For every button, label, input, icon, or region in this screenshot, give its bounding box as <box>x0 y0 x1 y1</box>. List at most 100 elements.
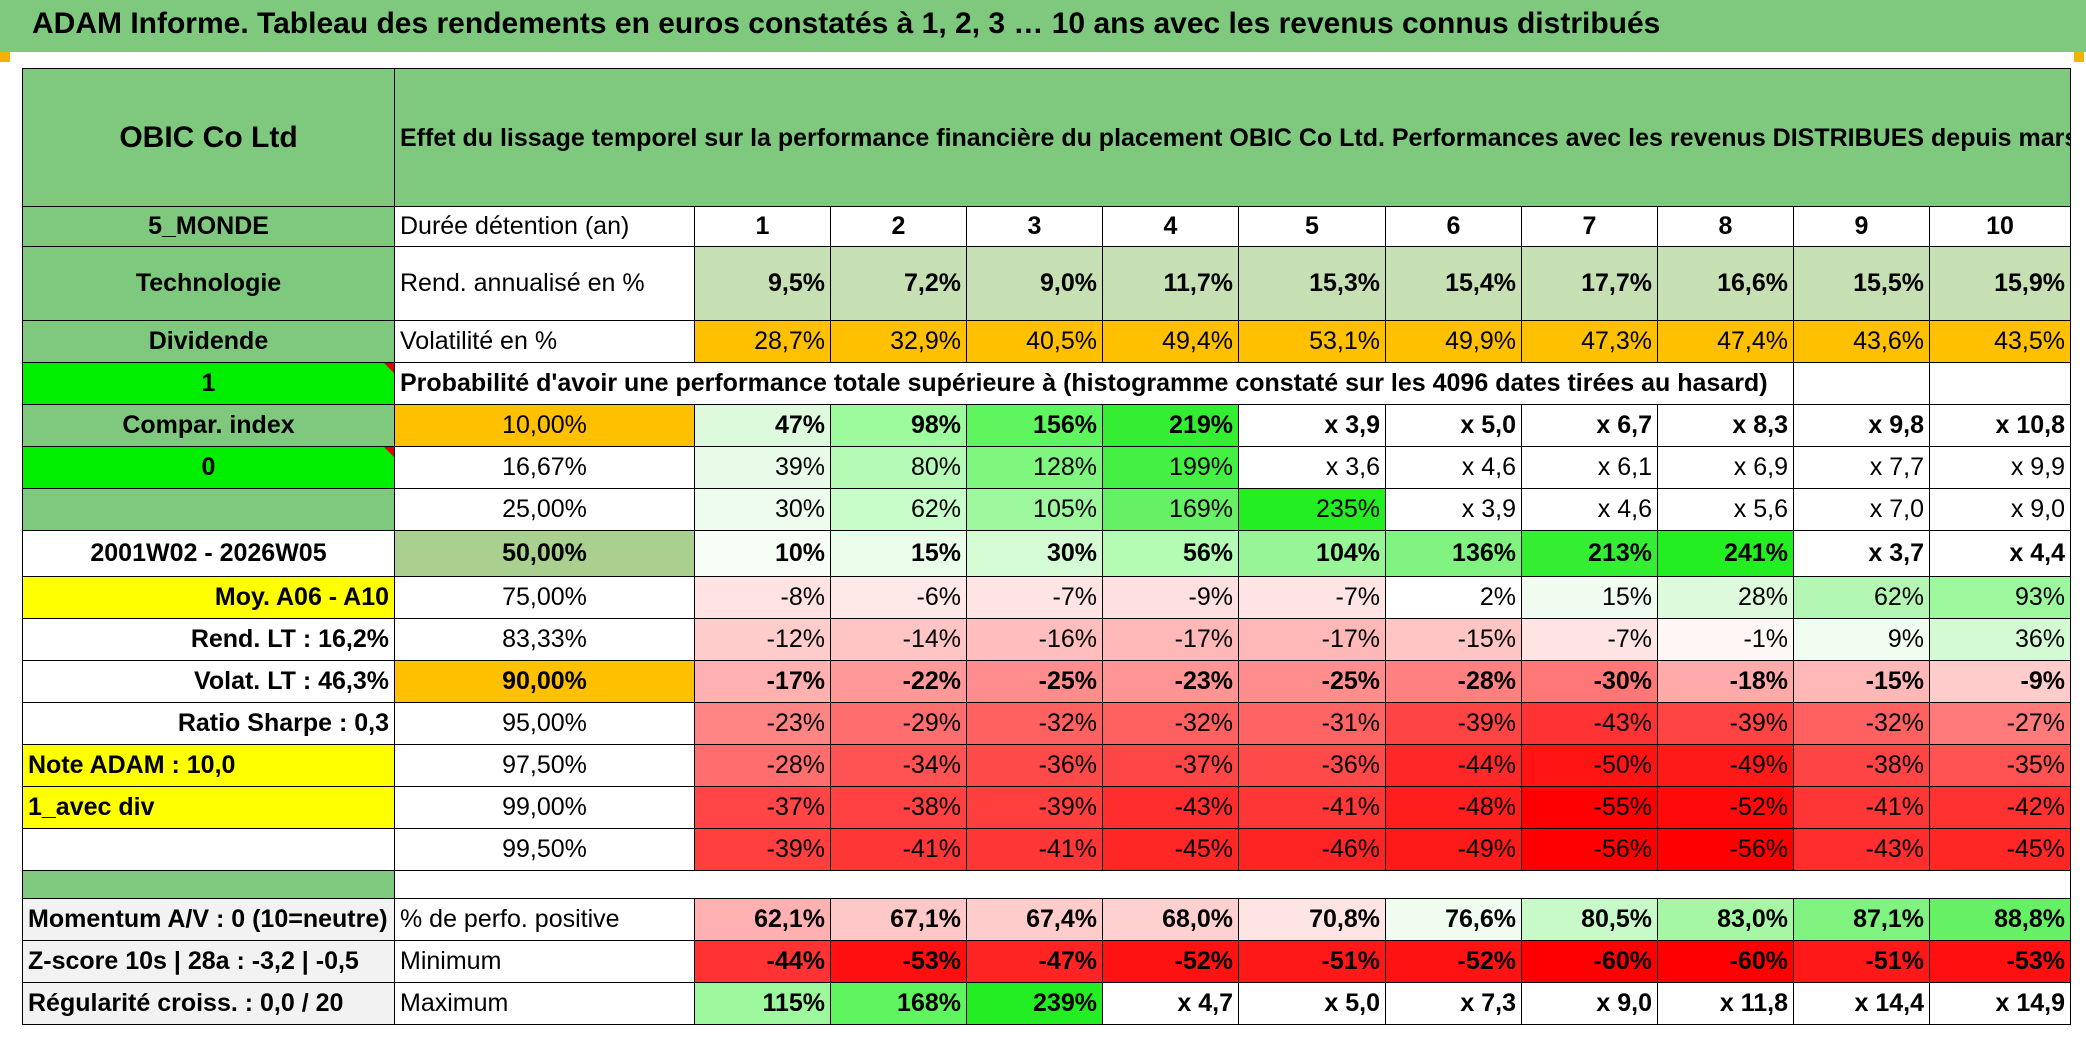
value-cell: -55% <box>1521 786 1658 829</box>
value-cell: -36% <box>966 744 1103 787</box>
value-cell: 169% <box>1102 488 1239 531</box>
vol-row: Dividende Volatilité en % 28,7% 32,9% 40,5% 4… <box>22 320 2072 363</box>
value-cell: 15,9% <box>1928 246 2072 321</box>
value-cell: -39% <box>694 828 831 871</box>
value-cell: x 4,4 <box>1928 530 2072 577</box>
value-cell: -35% <box>1928 744 2072 787</box>
value-cell: -22% <box>830 660 967 703</box>
quantile-label: 97,50% <box>394 744 695 787</box>
value-cell: 156% <box>966 404 1103 447</box>
value-cell: 11,7% <box>1102 246 1239 321</box>
value-cell: 168% <box>830 982 967 1025</box>
value-cell: -47% <box>966 940 1103 983</box>
quantile-label: 75,00% <box>394 576 695 619</box>
value-cell: x 7,7 <box>1793 446 1930 489</box>
corner-marker <box>2074 52 2084 62</box>
value-cell: 213% <box>1521 530 1658 577</box>
value-cell: -39% <box>1657 702 1794 745</box>
value-cell: -49% <box>1657 744 1794 787</box>
value-cell: -39% <box>1385 702 1522 745</box>
max-row: Régularité croiss. : 0,0 / 20 Maximum 115%… <box>22 982 2072 1025</box>
value-cell: -48% <box>1385 786 1522 829</box>
min-row: Z-score 10s | 28a : -3,2 | -0,5 Minimum -4… <box>22 940 2072 983</box>
quantile-row: Rend. LT : 16,2% 83,33% -12% -14% -16% -17% -1… <box>22 618 2072 661</box>
quantile-row: Volat. LT : 46,3% 90,00% -17% -22% -25% -23% -… <box>22 660 2072 703</box>
value-cell: -43% <box>1521 702 1658 745</box>
value-cell: -25% <box>1238 660 1386 703</box>
value-cell: -1% <box>1657 618 1794 661</box>
value-cell: -37% <box>694 786 831 829</box>
value-cell: 16,6% <box>1657 246 1794 321</box>
value-cell: x 5,6 <box>1657 488 1794 531</box>
value-cell: x 3,6 <box>1238 446 1386 489</box>
value-cell: 93% <box>1928 576 2072 619</box>
period-label: 2001W02 - 2026W05 <box>22 530 395 577</box>
year-header: 6 <box>1385 206 1522 247</box>
value-cell: -23% <box>694 702 831 745</box>
value-cell: 239% <box>966 982 1103 1025</box>
value-cell: -38% <box>830 786 967 829</box>
value-cell: -16% <box>966 618 1103 661</box>
volat-lt-label: Volat. LT : 46,3% <box>22 660 395 703</box>
quantile-label: 83,33% <box>394 618 695 661</box>
quantile-label: 99,50% <box>394 828 695 871</box>
value-cell: 9,0% <box>966 246 1103 321</box>
value-cell: -49% <box>1385 828 1522 871</box>
quantile-row: 2001W02 - 2026W05 50,00% 10% 15% 30% 56% 104% 1… <box>22 530 2072 577</box>
value-cell: -18% <box>1657 660 1794 703</box>
quantile-label: 10,00% <box>394 404 695 447</box>
dividend-label: Dividende <box>22 320 395 363</box>
value-cell: 105% <box>966 488 1103 531</box>
value-cell: -50% <box>1521 744 1658 787</box>
moy-label: Moy. A06 - A10 <box>22 576 395 619</box>
value-cell: -52% <box>1657 786 1794 829</box>
value-cell: x 6,7 <box>1521 404 1658 447</box>
value-cell: 49,4% <box>1102 320 1239 363</box>
value-cell: -15% <box>1793 660 1930 703</box>
value-cell: -9% <box>1928 660 2072 703</box>
value-cell: x 5,0 <box>1385 404 1522 447</box>
value-cell: 80% <box>830 446 967 489</box>
value-cell: 62,1% <box>694 898 831 941</box>
value-cell: 36% <box>1928 618 2072 661</box>
value-cell: -14% <box>830 618 967 661</box>
value-cell: x 9,0 <box>1521 982 1658 1025</box>
value-cell: 53,1% <box>1238 320 1386 363</box>
quantile-label: 25,00% <box>394 488 695 531</box>
empty-label <box>22 828 395 871</box>
value-cell: x 5,0 <box>1238 982 1386 1025</box>
prob-row: 1 Probabilité d'avoir une performance tot… <box>22 362 2072 405</box>
year-header: 5 <box>1238 206 1386 247</box>
value-cell: x 7,3 <box>1385 982 1522 1025</box>
year-header: 10 <box>1928 206 2072 247</box>
value-cell: -53% <box>830 940 967 983</box>
value-cell: x 9,0 <box>1928 488 2072 531</box>
min-label: Minimum <box>394 940 695 983</box>
value-cell: 2% <box>1385 576 1522 619</box>
rend-lt-label: Rend. LT : 16,2% <box>22 618 395 661</box>
year-header: 4 <box>1102 206 1239 247</box>
value-cell: 28,7% <box>694 320 831 363</box>
value-cell: -7% <box>1238 576 1386 619</box>
value-cell: -7% <box>1521 618 1658 661</box>
year-header: 1 <box>694 206 831 247</box>
value-cell: -43% <box>1102 786 1239 829</box>
value-cell: -39% <box>966 786 1103 829</box>
empty-cell <box>1928 362 2072 405</box>
value-cell: 128% <box>966 446 1103 489</box>
value-cell: x 11,8 <box>1657 982 1794 1025</box>
value-cell: -37% <box>1102 744 1239 787</box>
year-header: 2 <box>830 206 967 247</box>
value-cell: 67,4% <box>966 898 1103 941</box>
quantile-label: 95,00% <box>394 702 695 745</box>
value-cell: 10% <box>694 530 831 577</box>
zscore-label: Z-score 10s | 28a : -3,2 | -0,5 <box>22 940 395 983</box>
momentum-label: Momentum A/V : 0 (10=neutre) <box>22 898 395 941</box>
value-cell: -41% <box>1793 786 1930 829</box>
zone-label: 5_MONDE <box>22 206 395 247</box>
value-cell: 62% <box>830 488 967 531</box>
value-cell: -23% <box>1102 660 1239 703</box>
value-cell: -56% <box>1521 828 1658 871</box>
value-cell: 47% <box>694 404 831 447</box>
value-cell: x 7,0 <box>1793 488 1930 531</box>
